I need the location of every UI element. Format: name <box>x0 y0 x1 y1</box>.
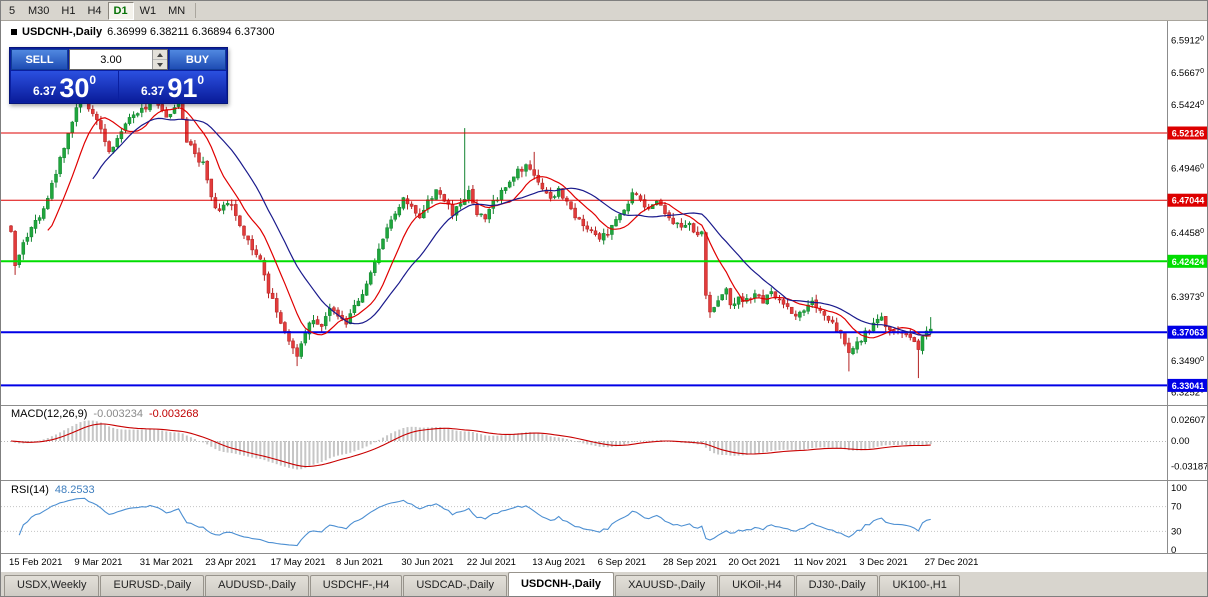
svg-text:28 Sep 2021: 28 Sep 2021 <box>663 557 717 568</box>
macd-name: MACD(12,26,9) <box>11 408 88 420</box>
sell-button[interactable]: SELL <box>11 49 68 70</box>
buy-price-big: 91 <box>167 73 198 103</box>
svg-text:20 Oct 2021: 20 Oct 2021 <box>728 557 780 568</box>
macd-main-value: -0.003234 <box>93 408 143 420</box>
chart-tab-usdcad-daily[interactable]: USDCAD-,Daily <box>403 575 507 596</box>
svg-text:15 Feb 2021: 15 Feb 2021 <box>9 557 62 568</box>
timeframe-button-m30[interactable]: M30 <box>28 4 50 17</box>
rsi-value: 48.2533 <box>54 484 95 496</box>
timeframe-toolbar: 5 M30 H1 H4 D1 W1 MN <box>1 1 1207 21</box>
chart-tab-uk100-h1[interactable]: UK100-,H1 <box>879 575 960 596</box>
svg-text:6.49460: 6.49460 <box>1171 163 1204 174</box>
volume-value[interactable]: 3.00 <box>100 53 122 66</box>
svg-text:3 Dec 2021: 3 Dec 2021 <box>859 557 908 568</box>
volume-stepper[interactable]: 3.00 <box>69 49 168 70</box>
timeframe-button-w1[interactable]: W1 <box>139 4 157 17</box>
spinner-up-icon[interactable] <box>153 50 167 60</box>
timeframe-button-d1[interactable]: D1 <box>107 1 134 20</box>
chart-symbol-label: USDCNH-,Daily <box>22 26 103 38</box>
svg-text:0.00: 0.00 <box>1171 436 1190 447</box>
svg-text:6 Sep 2021: 6 Sep 2021 <box>598 557 647 568</box>
trade-prices-row: 6.37 30 0 6.37 91 0 <box>11 71 226 102</box>
rsi-indicator-label: RSI(14) 48.2533 <box>11 484 95 496</box>
svg-text:11 Nov 2021: 11 Nov 2021 <box>794 557 847 568</box>
chart-tab-audusd-daily[interactable]: AUDUSD-,Daily <box>205 575 309 596</box>
svg-text:9 Mar 2021: 9 Mar 2021 <box>74 557 122 568</box>
sell-price-sup: 0 <box>89 73 97 87</box>
svg-text:6.42424: 6.42424 <box>1172 257 1205 267</box>
svg-text:6.37063: 6.37063 <box>1172 328 1205 338</box>
svg-text:0.02607: 0.02607 <box>1171 415 1205 426</box>
volume-spinner[interactable] <box>152 50 167 69</box>
timeframe-button-mn[interactable]: MN <box>168 4 186 17</box>
chart-ohlc-values: 6.36999 6.38211 6.36894 6.37300 <box>107 26 275 38</box>
svg-text:6.39730: 6.39730 <box>1171 292 1204 303</box>
chart-tab-dj30-daily[interactable]: DJ30-,Daily <box>795 575 879 596</box>
chart-tab-ukoil-h4[interactable]: UKOil-,H4 <box>719 575 795 596</box>
sell-price-big: 30 <box>59 73 90 103</box>
svg-text:0: 0 <box>1171 545 1176 556</box>
svg-text:6.59120: 6.59120 <box>1171 36 1204 47</box>
timeframe-button-h4[interactable]: H4 <box>87 4 102 17</box>
svg-text:70: 70 <box>1171 502 1182 513</box>
buy-button[interactable]: BUY <box>169 49 226 70</box>
svg-text:6.56670: 6.56670 <box>1171 68 1204 79</box>
buy-price-sup: 0 <box>197 73 205 87</box>
svg-text:30 Jun 2021: 30 Jun 2021 <box>401 557 453 568</box>
svg-text:6.33041: 6.33041 <box>1172 381 1205 391</box>
chart-tab-bar: USDX,Weekly EURUSD-,Daily AUDUSD-,Daily USD… <box>1 571 1207 596</box>
svg-text:8 Jun 2021: 8 Jun 2021 <box>336 557 383 568</box>
svg-text:23 Apr 2021: 23 Apr 2021 <box>205 557 256 568</box>
svg-text:6.54240: 6.54240 <box>1171 100 1204 111</box>
chart-title: USDCNH-,Daily 6.36999 6.38211 6.36894 6.… <box>11 26 274 38</box>
chart-tab-eurusd-daily[interactable]: EURUSD-,Daily <box>100 575 205 596</box>
rsi-name: RSI(14) <box>11 484 49 496</box>
sell-price-small: 6.37 <box>32 84 57 98</box>
toolbar-separator <box>195 3 197 18</box>
buy-price-display[interactable]: 6.37 91 0 <box>119 71 226 102</box>
buy-price-small: 6.37 <box>140 84 165 98</box>
svg-text:31 Mar 2021: 31 Mar 2021 <box>140 557 193 568</box>
svg-text:-0.03187: -0.03187 <box>1171 462 1208 473</box>
chart-tab-usdcnh-daily[interactable]: USDCNH-,Daily <box>507 572 615 596</box>
timeframe-button-h1[interactable]: H1 <box>61 4 76 17</box>
svg-text:6.44580: 6.44580 <box>1171 228 1204 239</box>
spinner-down-icon[interactable] <box>153 60 167 69</box>
svg-text:6.52126: 6.52126 <box>1172 129 1205 139</box>
chart-tab-xauusd-daily[interactable]: XAUUSD-,Daily <box>615 575 719 596</box>
svg-text:27 Dec 2021: 27 Dec 2021 <box>925 557 979 568</box>
svg-text:22 Jul 2021: 22 Jul 2021 <box>467 557 516 568</box>
svg-text:17 May 2021: 17 May 2021 <box>271 557 326 568</box>
sell-price-display[interactable]: 6.37 30 0 <box>11 71 118 102</box>
chart-bullet-icon <box>11 29 17 35</box>
macd-indicator-label: MACD(12,26,9) -0.003234 -0.003268 <box>11 408 199 420</box>
svg-text:6.47044: 6.47044 <box>1172 196 1205 206</box>
trade-controls-row: SELL 3.00 BUY <box>11 49 226 70</box>
chart-tab-usdchf-h4[interactable]: USDCHF-,H4 <box>309 575 403 596</box>
one-click-trading-panel: SELL 3.00 BUY 6.37 30 0 6.37 91 0 <box>9 47 228 104</box>
svg-text:6.34900: 6.34900 <box>1171 356 1204 367</box>
chart-tab-usdx-weekly[interactable]: USDX,Weekly <box>4 575 100 596</box>
svg-text:100: 100 <box>1171 483 1187 494</box>
svg-text:30: 30 <box>1171 526 1182 537</box>
macd-signal-value: -0.003268 <box>148 408 199 420</box>
timeframe-button-5[interactable]: 5 <box>8 4 16 17</box>
svg-text:13 Aug 2021: 13 Aug 2021 <box>532 557 585 568</box>
